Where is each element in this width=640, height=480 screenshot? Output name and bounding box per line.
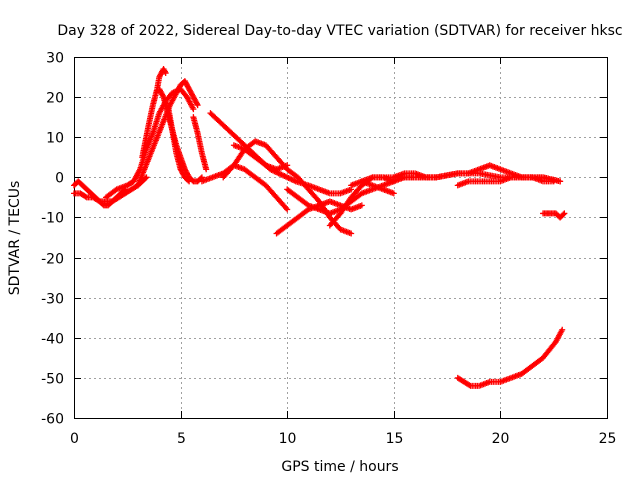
series-pass-8 — [190, 114, 210, 173]
y-tick-label: 20 — [46, 91, 64, 107]
data-point — [193, 100, 200, 107]
data-point — [190, 106, 197, 113]
data-point — [162, 70, 169, 77]
data-point — [143, 174, 150, 181]
data-point — [284, 206, 291, 213]
series-pass-14 — [284, 178, 397, 217]
data-point — [390, 190, 397, 197]
plot-frame — [74, 57, 608, 419]
y-tick-label: 0 — [55, 171, 64, 187]
data-point — [203, 166, 210, 173]
data-point — [283, 205, 290, 212]
data-point — [159, 92, 166, 99]
data-point — [466, 382, 473, 389]
x-tick-label: 5 — [177, 431, 186, 447]
data-point — [82, 193, 89, 200]
series-pass-17 — [358, 178, 397, 197]
data-point — [559, 326, 566, 333]
series-pass-3 — [102, 86, 197, 201]
series-pass-20 — [540, 210, 568, 221]
x-axis-label: GPS time / hours — [281, 459, 398, 475]
data-point — [557, 178, 564, 185]
axis-ticks: 0 5 10 15 20 25 30 20 10 0 -10 -20 -30 -40 -50 -60 — [41, 51, 616, 448]
series-pass-13 — [273, 198, 365, 237]
data-point — [194, 102, 201, 109]
series-pass-7 — [164, 102, 193, 185]
x-tick-label: 10 — [279, 431, 297, 447]
data-point — [348, 230, 355, 237]
y-tick-label: -60 — [41, 412, 64, 428]
data-point — [185, 177, 192, 184]
data-point — [358, 202, 365, 209]
data-point — [186, 178, 193, 185]
y-tick-label: -40 — [41, 332, 64, 348]
grid — [74, 57, 607, 418]
x-tick-label: 25 — [599, 431, 617, 447]
y-tick-label: -30 — [41, 292, 64, 308]
y-tick-label: 10 — [46, 131, 64, 147]
x-tick-label: 0 — [70, 431, 79, 447]
series-pass-12 — [220, 138, 355, 237]
data-point — [560, 211, 567, 218]
y-tick-label: -10 — [41, 211, 64, 227]
data-point — [161, 68, 168, 75]
y-tick-label: 30 — [46, 51, 64, 67]
series-pass-5 — [134, 78, 201, 189]
series-pass-2 — [71, 174, 150, 205]
y-axis-label: SDTVAR / TECUs — [7, 181, 23, 296]
data-points — [71, 66, 568, 389]
series-pass-19 — [454, 174, 557, 189]
y-tick-label: -20 — [41, 252, 64, 268]
series-pass-9 — [207, 110, 355, 197]
data-point — [95, 197, 102, 204]
chart-title: Day 328 of 2022, Sidereal Day-to-day VTE… — [57, 23, 622, 39]
series-pass-21 — [454, 326, 566, 389]
x-tick-label: 20 — [492, 431, 510, 447]
x-tick-label: 15 — [386, 431, 404, 447]
series-pass-4 — [139, 66, 169, 161]
data-point — [561, 210, 568, 217]
y-tick-label: -50 — [41, 372, 64, 388]
data-point — [550, 178, 557, 185]
